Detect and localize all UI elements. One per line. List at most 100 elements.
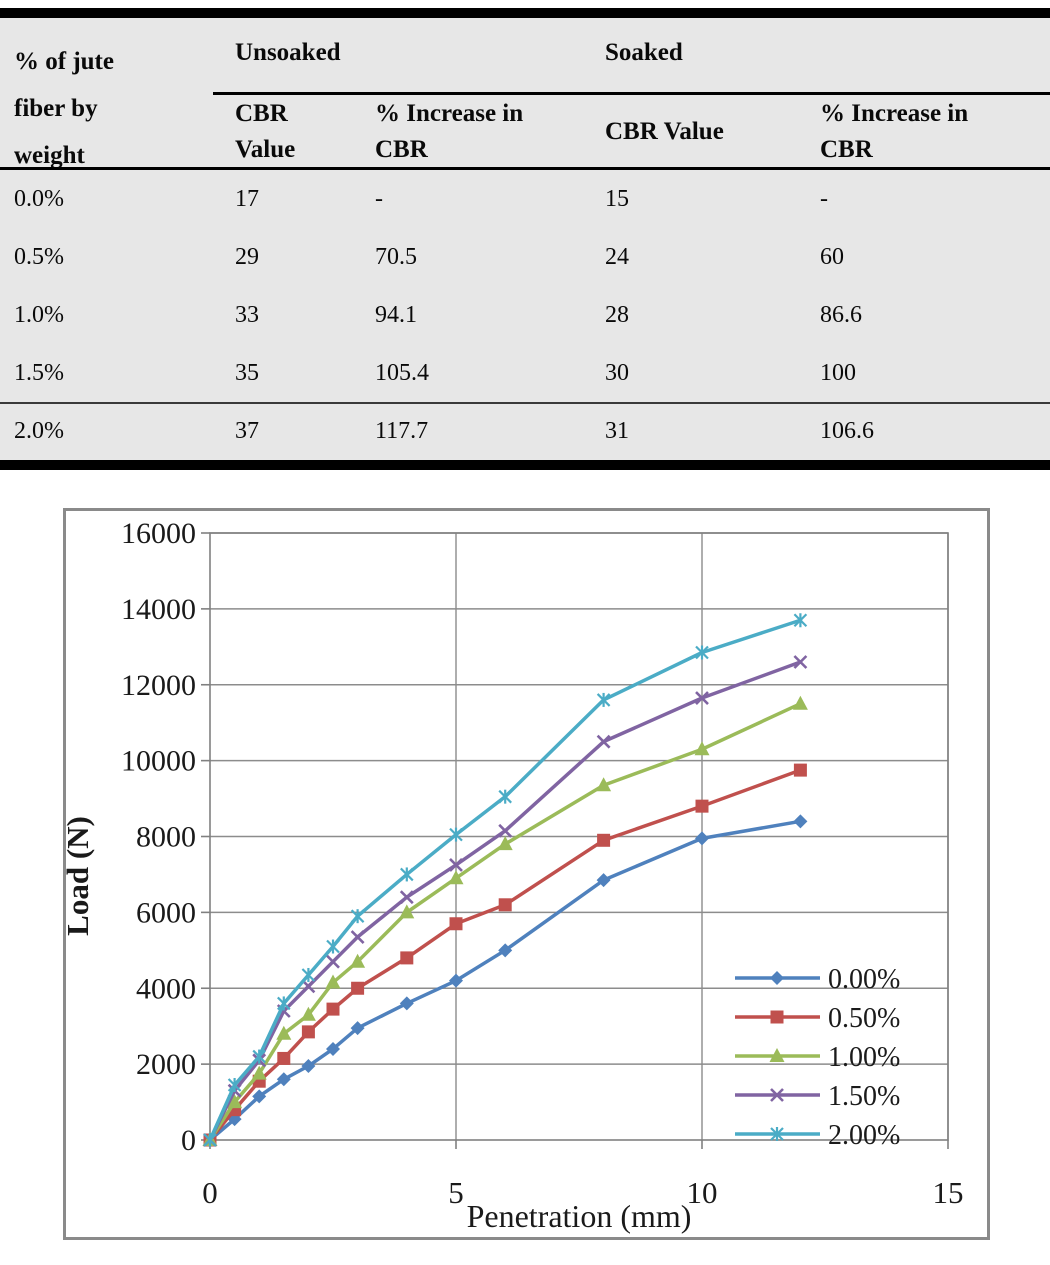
diamond-marker — [276, 1072, 291, 1087]
square-marker — [351, 981, 365, 995]
x-marker — [770, 1088, 784, 1102]
triangle-marker — [251, 1065, 267, 1080]
x-tick-label: 5 — [448, 1175, 464, 1210]
legend-label-1.50%: 1.50% — [828, 1081, 900, 1112]
sub-header-cbr-unsoaked: CBR Value — [235, 100, 296, 163]
asterisk-marker — [498, 789, 512, 804]
legend-label-2.00%: 2.00% — [828, 1120, 900, 1151]
table-row: 0.0% 17 - 15 - — [14, 185, 828, 212]
legend-entry-0.00% — [735, 971, 820, 985]
square-marker — [400, 951, 414, 965]
series-line-0.00% — [208, 819, 803, 1142]
y-tick-label: 14000 — [121, 593, 196, 626]
square-marker — [597, 833, 611, 847]
y-tick-label: 2000 — [136, 1048, 196, 1081]
asterisk-marker — [326, 939, 340, 954]
sub-header-increase-unsoaked: % Increase in CBR — [375, 100, 524, 163]
table-body: % of jute fiber by weight Unsoaked Soake… — [0, 18, 1050, 460]
triangle-marker — [399, 904, 415, 919]
triangle-marker — [694, 741, 710, 756]
square-marker — [793, 763, 807, 777]
table-row: 2.0% 37 117.7 31 106.6 — [14, 417, 874, 444]
group-header-soaked: Soaked — [605, 39, 683, 66]
diamond-marker — [596, 873, 611, 888]
table-row: 1.0% 33 94.1 28 86.6 — [14, 301, 862, 328]
x-marker — [350, 930, 365, 944]
header-bottom-rule — [0, 167, 1050, 170]
tick-marks — [201, 532, 949, 1149]
legend-label-0.50%: 0.50% — [828, 1003, 900, 1034]
x-marker — [498, 823, 513, 838]
diamond-marker — [326, 1041, 340, 1056]
cbr-results-table: % of jute fiber by weight Unsoaked Soake… — [0, 8, 1050, 470]
legend-label-1.00%: 1.00% — [828, 1042, 900, 1073]
y-tick-label: 12000 — [121, 669, 196, 702]
x-marker — [301, 979, 316, 994]
table-corner-header: % of jute fiber by weight — [14, 48, 114, 169]
diamond-marker — [449, 973, 463, 988]
load-penetration-chart-svg: 0 2000 4000 6000 8000 10000 12000 14000 16000 0 5 1… — [66, 517, 964, 1234]
series-1.00% — [202, 695, 808, 1146]
x-tick-label: 15 — [933, 1175, 964, 1210]
legend-entry-0.50% — [735, 1010, 820, 1024]
table-rows: 0.0% 17 - 15 - 0.5% 29 70.5 24 60 1.0% 3… — [0, 170, 1050, 460]
triangle-marker — [497, 836, 513, 851]
asterisk-marker — [400, 867, 414, 882]
asterisk-marker — [695, 645, 709, 660]
asterisk-marker — [301, 968, 316, 982]
diamond-marker — [399, 996, 414, 1011]
x-marker — [596, 734, 611, 749]
diamond-marker — [301, 1059, 316, 1074]
triangle-marker — [792, 695, 808, 710]
asterisk-marker — [252, 1049, 266, 1064]
y-tick-label: 10000 — [121, 745, 196, 778]
x-marker — [326, 954, 340, 969]
legend-label-0.00%: 0.00% — [828, 964, 900, 995]
square-marker — [326, 1002, 340, 1016]
square-marker — [695, 799, 709, 813]
y-tick-label: 4000 — [136, 972, 196, 1005]
table-bottom-border — [0, 460, 1050, 470]
groups-underline — [213, 92, 1050, 95]
triangle-marker — [227, 1094, 243, 1109]
triangle-marker — [276, 1025, 292, 1040]
x-tick-label: 10 — [687, 1175, 718, 1210]
triangle-marker — [596, 777, 612, 792]
square-marker — [449, 917, 463, 931]
legend-entry-1.50% — [735, 1088, 820, 1102]
y-tick-label: 16000 — [121, 517, 196, 550]
series-2.00% — [203, 613, 808, 1147]
x-tick-label: 0 — [202, 1175, 218, 1210]
diamond-marker — [498, 943, 513, 958]
triangle-marker — [350, 953, 366, 968]
y-axis-title: Load (N) — [66, 816, 95, 936]
y-tick-label: 6000 — [136, 896, 196, 929]
asterisk-marker — [227, 1078, 242, 1092]
table-row: 0.5% 29 70.5 24 60 — [14, 243, 844, 270]
asterisk-marker — [449, 827, 463, 842]
load-penetration-chart: 0 2000 4000 6000 8000 10000 12000 14000 16000 0 5 1… — [63, 508, 990, 1240]
series-line-2.00% — [208, 618, 803, 1142]
legend-entry-1.00% — [735, 1048, 820, 1062]
x-marker — [399, 890, 414, 905]
triangle-marker — [448, 870, 464, 885]
asterisk-marker — [277, 996, 291, 1011]
y-tick-label: 0 — [181, 1124, 196, 1157]
square-marker — [301, 1025, 315, 1039]
group-header-unsoaked: Unsoaked — [235, 39, 341, 66]
last-row-separator — [0, 402, 1050, 404]
asterisk-marker — [350, 909, 365, 923]
triangle-marker — [769, 1048, 785, 1062]
legend — [735, 971, 820, 1141]
sub-header-increase-soaked: % Increase in CBR — [820, 100, 969, 163]
asterisk-marker — [793, 613, 808, 628]
table-row: 1.5% 35 105.4 30 100 — [14, 359, 856, 386]
square-marker — [498, 898, 512, 912]
x-marker — [793, 655, 808, 669]
legend-entry-2.00% — [735, 1127, 820, 1141]
diamond-marker — [252, 1089, 267, 1104]
triangle-marker — [325, 974, 341, 989]
x-marker — [695, 691, 709, 705]
x-axis-title: Penetration (mm) — [467, 1198, 692, 1234]
asterisk-marker — [770, 1127, 784, 1141]
